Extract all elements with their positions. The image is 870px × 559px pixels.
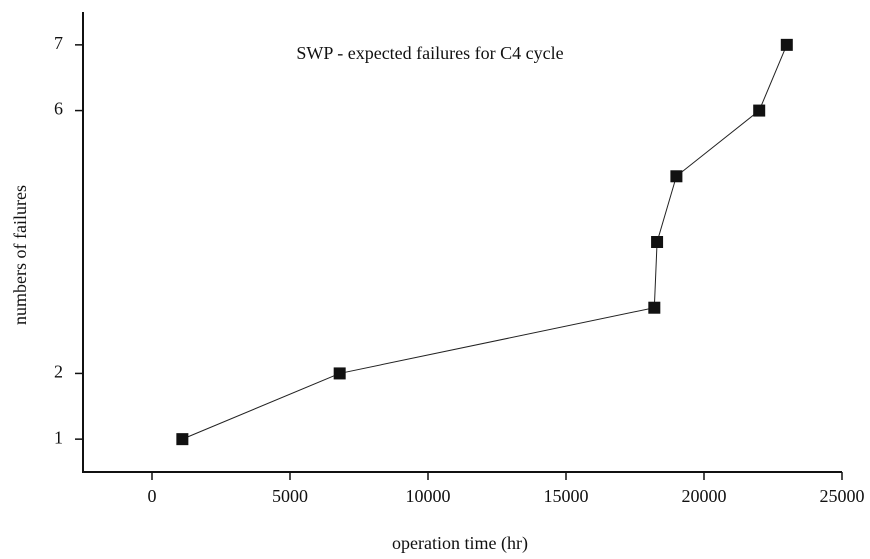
point-marker (753, 104, 766, 117)
point-marker (333, 367, 346, 380)
point-marker (780, 38, 793, 51)
y-axis-label: numbers of failures (10, 185, 30, 325)
x-tick-label: 20000 (682, 486, 727, 506)
y-tick-label: 2 (54, 362, 63, 382)
series-line (182, 44, 788, 440)
x-axis-label: operation time (hr) (392, 533, 528, 554)
y-tick-label: 1 (54, 427, 63, 447)
point-marker (670, 170, 683, 183)
y-tick-label: 7 (54, 33, 63, 53)
x-tick-label: 15000 (544, 486, 589, 506)
point-marker (176, 433, 189, 446)
chart-title: SWP - expected failures for C4 cycle (296, 43, 563, 63)
x-tick-label: 5000 (272, 486, 308, 506)
point-marker (651, 236, 664, 248)
point-marker (648, 301, 661, 314)
x-tick-label: 0 (148, 486, 157, 506)
y-tick-label: 6 (54, 99, 63, 119)
x-tick-label: 10000 (406, 486, 451, 506)
x-tick-label: 25000 (820, 486, 865, 506)
